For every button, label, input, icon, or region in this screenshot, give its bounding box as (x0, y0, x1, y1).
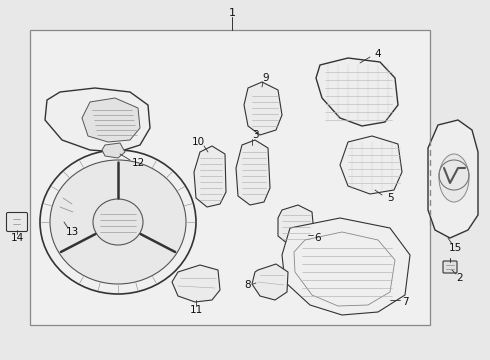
Text: 3: 3 (252, 130, 258, 140)
FancyBboxPatch shape (443, 261, 457, 273)
Text: 6: 6 (315, 233, 321, 243)
Text: 8: 8 (245, 280, 251, 290)
Polygon shape (252, 264, 288, 300)
Text: 15: 15 (448, 243, 462, 253)
Polygon shape (82, 98, 140, 142)
Ellipse shape (40, 150, 196, 294)
Text: 4: 4 (375, 49, 381, 59)
Polygon shape (53, 192, 76, 225)
Ellipse shape (93, 199, 143, 245)
Text: 2: 2 (457, 273, 464, 283)
Polygon shape (282, 218, 410, 315)
Polygon shape (244, 82, 282, 135)
Text: 14: 14 (10, 233, 24, 243)
Polygon shape (172, 265, 220, 302)
Polygon shape (194, 146, 226, 207)
Text: 9: 9 (263, 73, 270, 83)
Polygon shape (340, 136, 402, 194)
Ellipse shape (50, 160, 186, 284)
Text: 11: 11 (189, 305, 203, 315)
Polygon shape (45, 88, 150, 152)
Text: 5: 5 (387, 193, 393, 203)
Bar (30, 30, 430, 325)
Polygon shape (316, 58, 398, 126)
Polygon shape (428, 120, 478, 238)
Text: 1: 1 (228, 8, 236, 18)
Text: 13: 13 (65, 227, 78, 237)
Text: 7: 7 (402, 297, 408, 307)
Polygon shape (278, 205, 314, 244)
FancyBboxPatch shape (6, 212, 27, 231)
Text: 10: 10 (192, 137, 204, 147)
Ellipse shape (439, 154, 469, 202)
Text: 12: 12 (131, 158, 145, 168)
Polygon shape (236, 140, 270, 205)
Polygon shape (102, 143, 125, 158)
